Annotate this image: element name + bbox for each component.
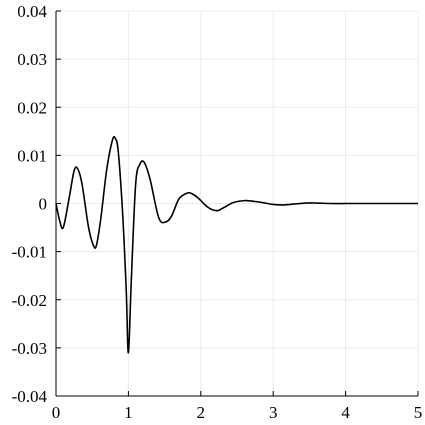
series-group	[55, 135, 418, 354]
y-tick-label-8: -0.04	[12, 387, 48, 406]
y-tick-label-4: 0	[39, 195, 48, 214]
x-tick-label-2: 2	[197, 403, 206, 422]
y-tick-label-2: 0.02	[17, 98, 47, 117]
x-tick-label-4: 4	[341, 403, 350, 422]
x-tick-label-5: 5	[414, 403, 423, 422]
tick-labels: 0 1 2 3 4 5 0.04 0.03 0.02 0.01 0 -0.01 -0.02 -0.03 -0…	[12, 2, 423, 422]
x-tick-label-1: 1	[124, 403, 133, 422]
series-line-0	[55, 135, 418, 354]
y-tick-label-5: -0.01	[12, 243, 47, 262]
y-tick-label-7: -0.03	[12, 339, 47, 358]
x-tick-label-3: 3	[269, 403, 278, 422]
y-tick-label-6: -0.02	[12, 291, 47, 310]
tick-marks	[55, 10, 419, 397]
y-tick-label-0: 0.04	[17, 2, 47, 21]
y-tick-label-3: 0.01	[17, 146, 47, 165]
y-tick-label-1: 0.03	[17, 50, 47, 69]
x-tick-label-0: 0	[52, 403, 61, 422]
